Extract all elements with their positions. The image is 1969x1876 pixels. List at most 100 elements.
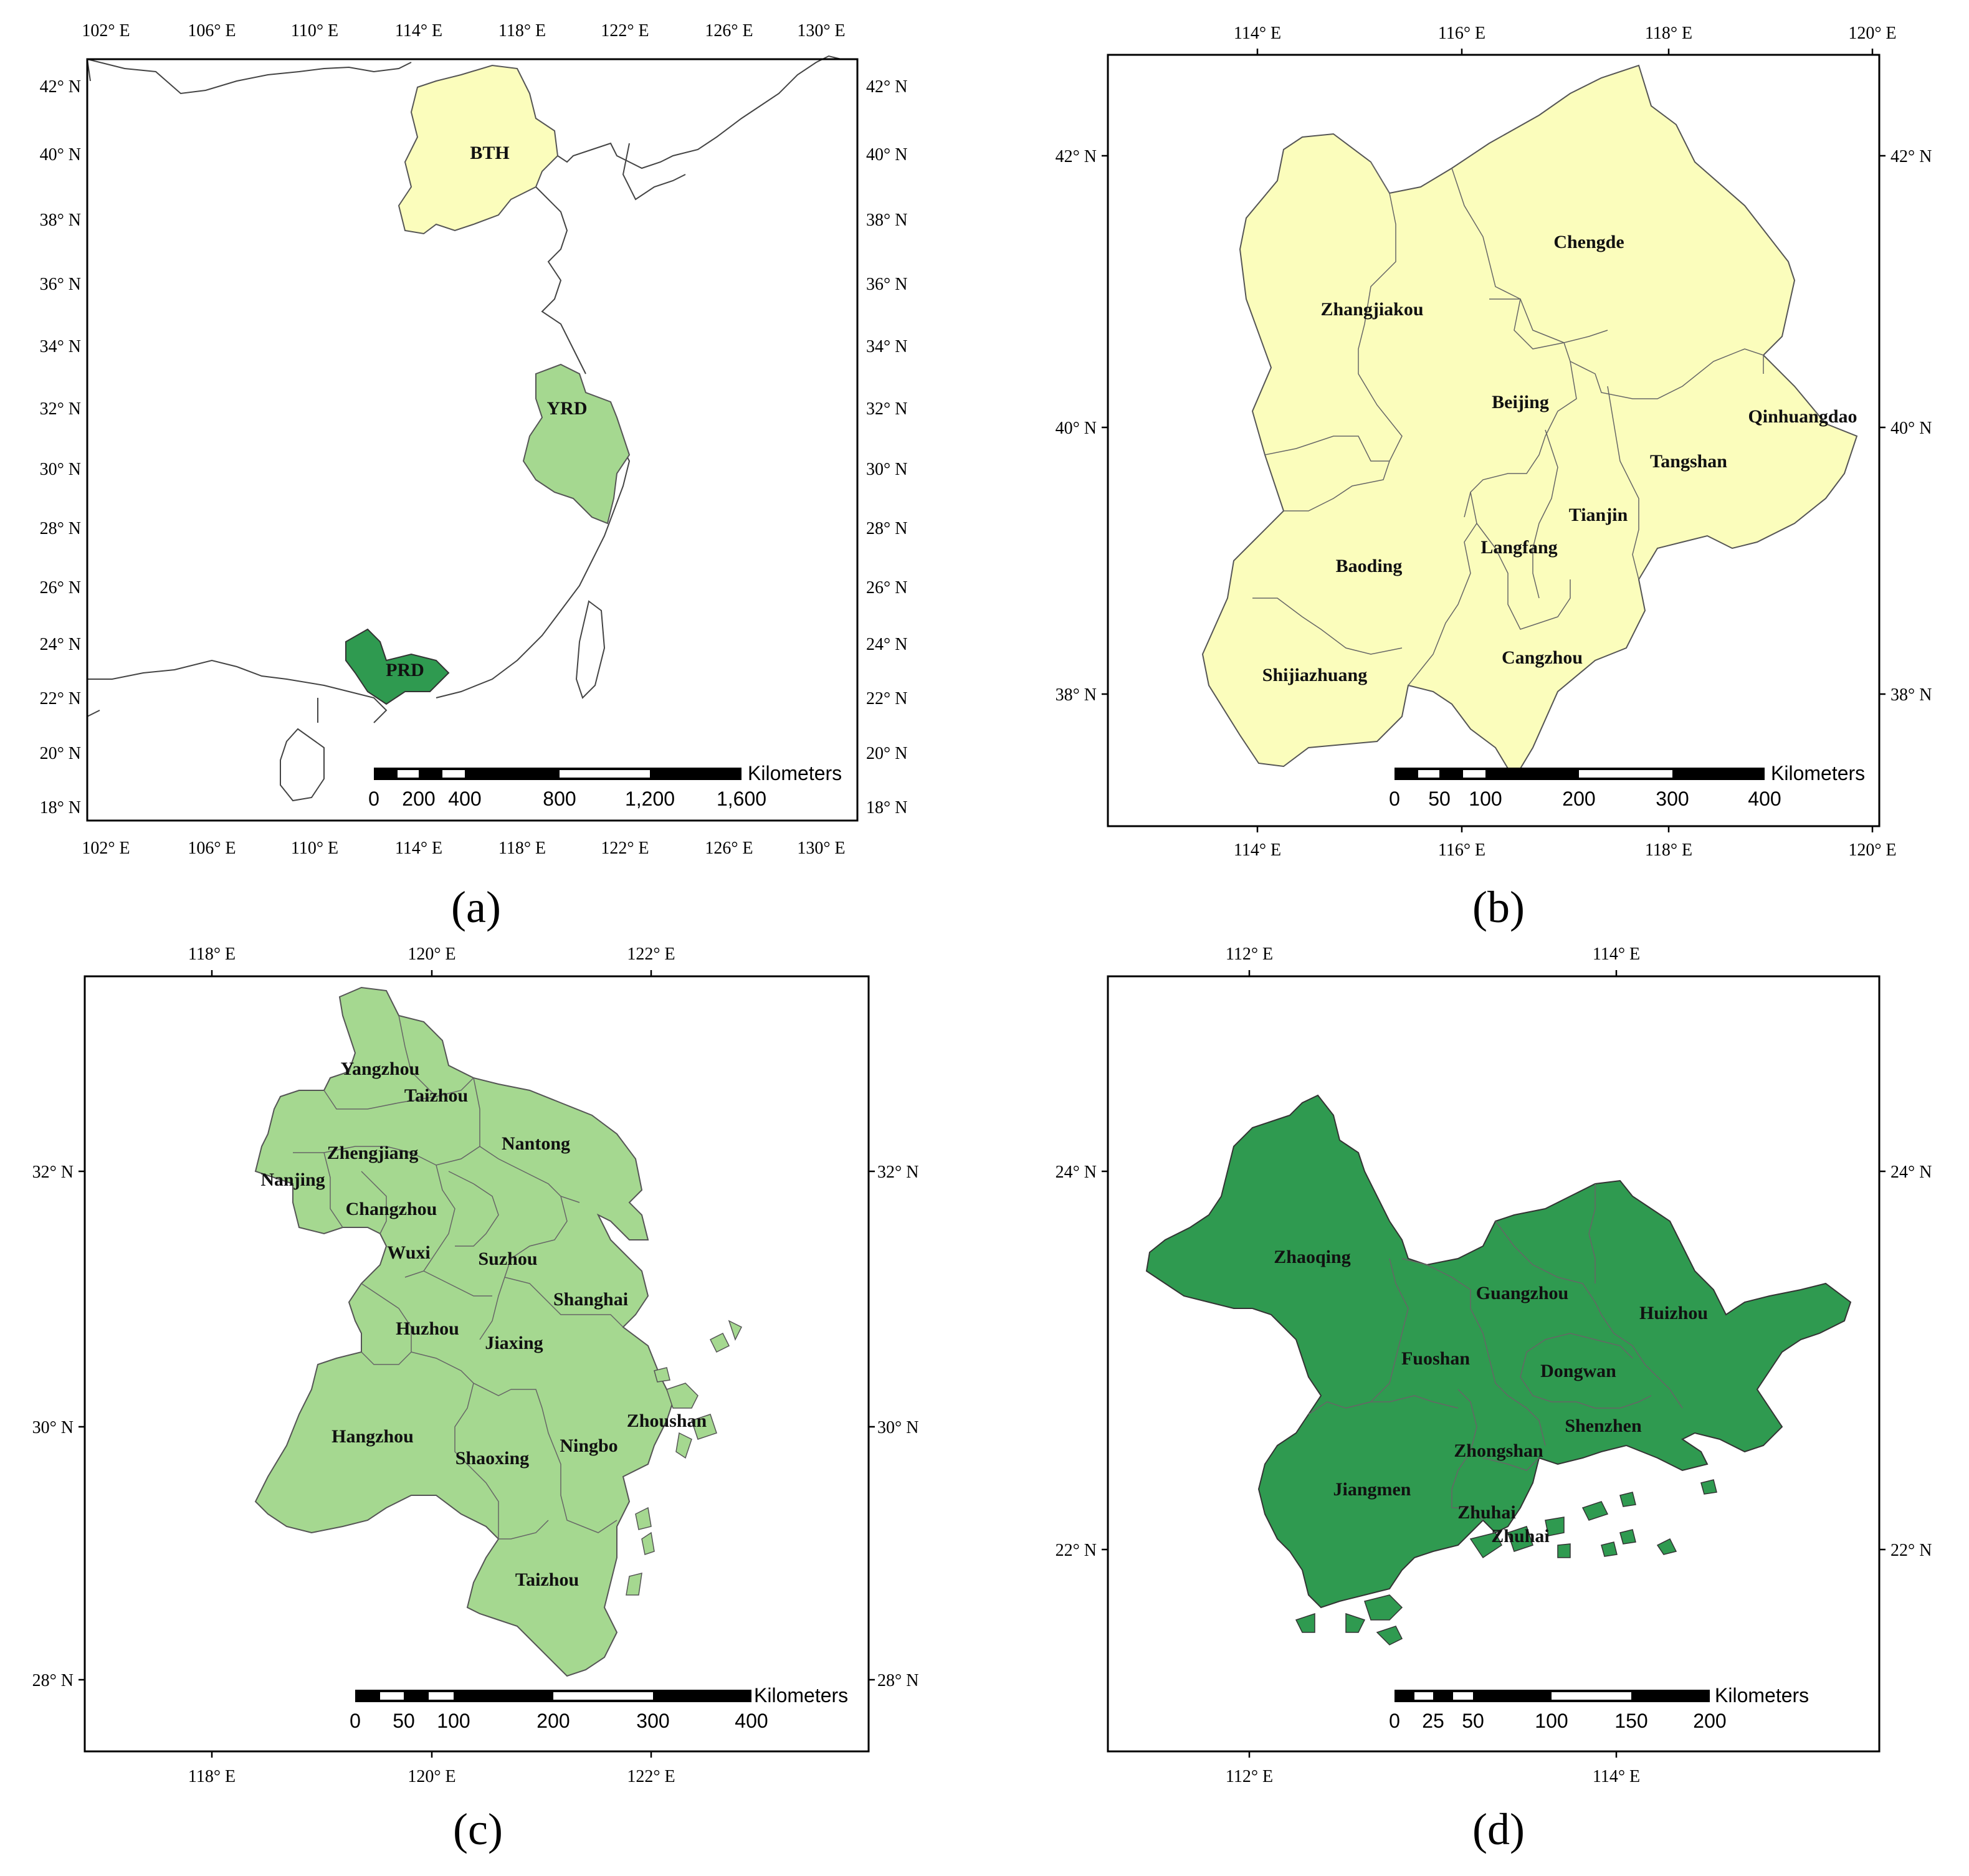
b-lon-bot-3: 120° E (1848, 840, 1896, 860)
a-lat-r-3: 36° N (866, 275, 907, 294)
d-lon-bot-1: 114° E (1593, 1767, 1640, 1786)
a-sb-1: 200 (402, 788, 435, 810)
prd-outline (1145, 1094, 1852, 1609)
a-scalebar-unit: Kilometers (748, 762, 842, 784)
city-yangzhou: Yangzhou (341, 1059, 420, 1079)
a-lat-l-7: 28° N (40, 519, 81, 538)
city-tangshan: Tangshan (1650, 451, 1727, 472)
city-zhaoqing: Zhaoqing (1274, 1247, 1350, 1267)
c-sb-1: 50 (393, 1710, 415, 1732)
city-shaoxing: Shaoxing (455, 1448, 529, 1469)
d-lat-l-1: 22° N (1056, 1541, 1097, 1560)
a-lat-r-0: 42° N (866, 77, 907, 97)
a-lon-top-0: 102° E (82, 21, 130, 40)
b-sb-4: 300 (1656, 788, 1689, 810)
c-scalebar-unit: Kilometers (754, 1684, 848, 1707)
a-lon-bot-7: 130° E (797, 839, 845, 858)
region-label-prd: PRD (386, 660, 424, 680)
city-taizhou-zj: Taizhou (515, 1569, 579, 1590)
a-lon-top-5: 122° E (601, 21, 649, 40)
panel-b-scalebar: Kilometers 0 50 100 200 300 400 (1389, 762, 1865, 810)
zhoushan-islands (626, 1320, 743, 1596)
a-lat-l-6: 30° N (40, 460, 81, 479)
b-sb-0: 0 (1389, 788, 1400, 810)
a-lat-l-4: 34° N (40, 337, 81, 356)
d-sb-0: 0 (1389, 1710, 1400, 1732)
panel-b-map: Zhangjiakou Chengde Beijing Qinhuangdao … (1201, 64, 1858, 780)
city-zhoushan: Zhoushan (627, 1411, 707, 1431)
a-lon-top-4: 118° E (498, 21, 546, 40)
region-yrd (522, 363, 631, 525)
b-lat-r-2: 38° N (1890, 685, 1932, 705)
a-sb-3: 800 (543, 788, 576, 810)
panel-d: Zhaoqing Guangzhou Huizhou Fuoshan Dongw… (1056, 945, 1932, 1854)
a-lon-bot-6: 126° E (705, 839, 753, 858)
city-zhongshan: Zhongshan (1454, 1440, 1543, 1461)
c-lon-top-2: 122° E (627, 945, 675, 964)
c-lat-l-2: 28° N (32, 1671, 74, 1690)
a-lon-bot-4: 118° E (498, 839, 546, 858)
c-sb-4: 300 (636, 1710, 669, 1732)
c-lon-top-0: 118° E (188, 945, 236, 964)
caption-a: (a) (451, 882, 501, 932)
city-shijiazhuang: Shijiazhuang (1262, 665, 1367, 685)
b-lon-bot-0: 114° E (1234, 840, 1281, 860)
a-lat-r-9: 24° N (866, 635, 907, 654)
caption-d: (d) (1472, 1804, 1525, 1854)
a-lat-l-1: 40° N (40, 145, 81, 164)
b-lat-l-1: 40° N (1056, 419, 1097, 438)
panel-d-scalebar: Kilometers 0 25 50 100 150 200 (1389, 1684, 1809, 1732)
city-beijing: Beijing (1492, 392, 1549, 412)
d-sb-5: 200 (1693, 1710, 1726, 1732)
a-lat-r-11: 20° N (866, 744, 907, 763)
a-lat-l-9: 24° N (40, 635, 81, 654)
a-lon-top-2: 110° E (291, 21, 338, 40)
panel-b: Zhangjiakou Chengde Beijing Qinhuangdao … (1056, 24, 1932, 932)
city-tianjin: Tianjin (1569, 505, 1628, 525)
d-lon-bot-0: 112° E (1226, 1767, 1273, 1786)
city-nanjing: Nanjing (260, 1169, 325, 1190)
b-lon-top-1: 116° E (1438, 24, 1485, 43)
city-fuoshan: Fuoshan (1401, 1348, 1470, 1369)
b-lat-r-0: 42° N (1890, 147, 1932, 166)
a-lat-r-12: 18° N (866, 798, 907, 817)
c-lon-bot-0: 118° E (188, 1767, 236, 1786)
b-lon-bot-2: 118° E (1645, 840, 1692, 860)
a-lat-r-7: 28° N (866, 519, 907, 538)
b-sb-1: 50 (1428, 788, 1451, 810)
c-lon-bot-1: 120° E (408, 1767, 455, 1786)
b-lat-l-0: 42° N (1056, 147, 1097, 166)
b-scalebar-unit: Kilometers (1771, 762, 1865, 784)
a-lon-top-6: 126° E (705, 21, 753, 40)
panel-a-regions: BTH YRD PRD (345, 64, 631, 705)
d-scalebar-unit: Kilometers (1715, 1684, 1809, 1707)
region-label-yrd: YRD (547, 398, 588, 419)
c-lat-r-0: 32° N (877, 1163, 918, 1182)
b-lat-l-2: 38° N (1056, 685, 1097, 705)
a-lon-top-7: 130° E (797, 21, 845, 40)
c-sb-0: 0 (350, 1710, 361, 1732)
b-sb-5: 400 (1748, 788, 1781, 810)
city-shenzhen: Shenzhen (1565, 1416, 1642, 1436)
city-nantong: Nantong (502, 1133, 570, 1154)
a-lat-l-2: 38° N (40, 211, 81, 230)
panel-b-frame (1107, 54, 1881, 827)
panel-c-ticks: 118° E 120° E 122° E 118° E 120° E 122° … (32, 945, 919, 1786)
city-zhuhai-2: Zhuhai (1491, 1526, 1549, 1546)
city-dongwan: Dongwan (1540, 1361, 1616, 1381)
panel-c-map: Yangzhou Taizhou Nantong Zhengjiang Nanj… (254, 986, 743, 1677)
city-jiangmen: Jiangmen (1333, 1479, 1411, 1500)
c-sb-5: 400 (735, 1710, 768, 1732)
caption-b: (b) (1472, 882, 1525, 932)
d-lat-l-0: 24° N (1056, 1163, 1097, 1182)
a-lat-l-0: 42° N (40, 77, 81, 97)
d-sb-4: 150 (1614, 1710, 1647, 1732)
a-lon-bot-0: 102° E (82, 839, 130, 858)
a-lon-bot-1: 106° E (188, 839, 236, 858)
city-chengde: Chengde (1553, 232, 1624, 252)
panel-c: Yangzhou Taizhou Nantong Zhengjiang Nanj… (32, 945, 919, 1854)
city-huizhou: Huizhou (1639, 1303, 1708, 1323)
a-lon-top-1: 106° E (188, 21, 236, 40)
a-lat-l-12: 18° N (40, 798, 81, 817)
